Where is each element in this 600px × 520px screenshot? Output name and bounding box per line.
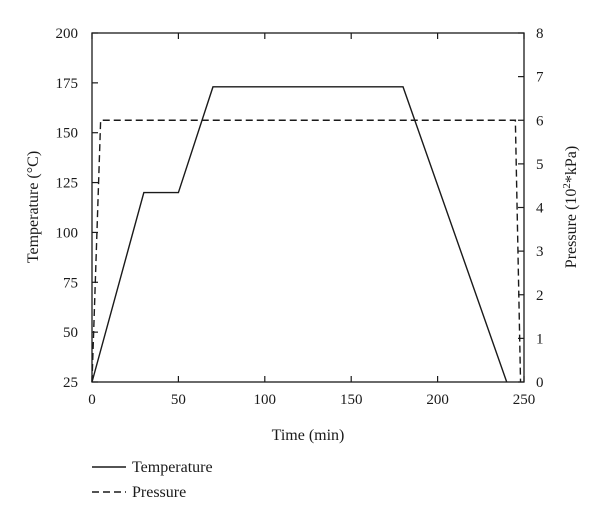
- y-left-tick-label: 200: [56, 26, 79, 42]
- y-left-tick-label: 125: [56, 176, 79, 192]
- series-line-temperature: [91, 86, 508, 383]
- y-right-tick-label: 8: [536, 26, 544, 42]
- y-axis-right-label: Pressure (102*kPa): [561, 146, 580, 268]
- y-right-tick-label: 5: [536, 157, 544, 173]
- y-right-tick-label: 1: [536, 331, 544, 347]
- legend: Temperature Pressure: [92, 459, 213, 501]
- x-tick-label: 200: [426, 392, 449, 408]
- y-left-tick-label: 100: [56, 225, 79, 241]
- y-axis-right-label-exponent: 2: [561, 183, 573, 189]
- legend-label-pressure: Pressure: [132, 484, 186, 501]
- y-right-tick-label: 0: [536, 375, 544, 391]
- y-left-tick-label: 150: [56, 126, 79, 142]
- y-right-tick-label: 7: [536, 70, 544, 86]
- y-axis-right-label-unit: *kPa): [563, 146, 580, 183]
- x-axis-label: Time (min): [272, 427, 345, 444]
- y-right-tick-label: 4: [536, 201, 544, 217]
- x-tick-label: 100: [254, 392, 277, 408]
- y-right-tick-label: 6: [536, 113, 544, 129]
- x-tick-label: 250: [513, 392, 536, 408]
- y-left-tick-label: 175: [56, 76, 79, 92]
- x-tick-label: 150: [340, 392, 363, 408]
- y-left-tick-label: 75: [63, 275, 78, 291]
- legend-label-temperature: Temperature: [132, 459, 213, 476]
- series-line-pressure: [91, 119, 522, 383]
- y-left-tick-label: 25: [63, 375, 78, 391]
- y-axis-left: 25 50 75 100 125 150 175 200: [56, 26, 98, 391]
- y-axis-left-label: Temperature (°C): [25, 151, 42, 263]
- series-layer: [91, 86, 522, 383]
- y-right-tick-label: 3: [536, 244, 544, 260]
- y-left-tick-label: 50: [63, 325, 78, 341]
- x-axis: 0 50 100 150 200 250: [88, 33, 535, 408]
- y-axis-right-label-main: Pressure (10: [563, 189, 580, 269]
- x-tick-label: 50: [171, 392, 186, 408]
- plot-frame: [91, 32, 525, 383]
- y-right-tick-label: 2: [536, 288, 544, 304]
- x-tick-label: 0: [88, 392, 96, 408]
- y-axis-right: 0 1 2 3 4 5 6 7 8: [518, 26, 544, 391]
